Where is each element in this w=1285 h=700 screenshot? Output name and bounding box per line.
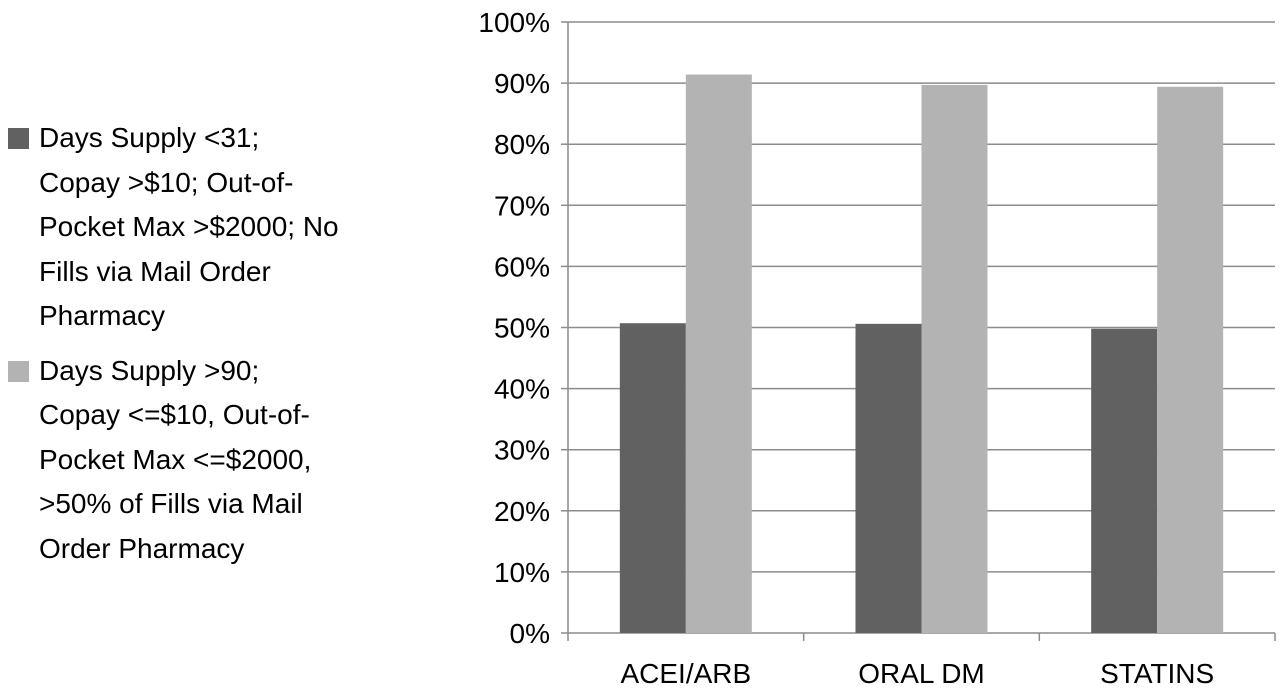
legend-item-series-1: Days Supply <31; Copay >$10; Out-of- Poc…: [8, 116, 408, 339]
x-tick-label: STATINS: [1100, 658, 1214, 689]
chart-legend: Days Supply <31; Copay >$10; Out-of- Poc…: [8, 116, 408, 581]
bar-series-2-acei-arb: [685, 74, 752, 633]
y-tick-label: 10%: [494, 557, 550, 588]
bar-series-2-oral-dm: [921, 84, 988, 634]
y-tick-label: 0%: [510, 618, 550, 649]
legend-item-series-2: Days Supply >90; Copay <=$10, Out-of- Po…: [8, 349, 408, 572]
y-tick-label: 90%: [494, 68, 550, 99]
y-tick-label: 30%: [494, 435, 550, 466]
y-tick-label: 70%: [494, 190, 550, 221]
legend-label-series-2: Days Supply >90; Copay <=$10, Out-of- Po…: [39, 354, 312, 564]
y-tick-label: 100%: [478, 7, 550, 38]
bar-series-2-statins: [1157, 86, 1224, 634]
y-tick-label: 20%: [494, 496, 550, 527]
x-tick-label: ORAL DM: [858, 658, 985, 689]
bar-series-1-oral-dm: [855, 323, 922, 633]
y-tick-label: 50%: [494, 313, 550, 344]
y-tick-label: 60%: [494, 251, 550, 282]
legend-swatch-series-1: [8, 128, 29, 149]
legend-label-series-1: Days Supply <31; Copay >$10; Out-of- Poc…: [39, 122, 339, 331]
y-tick-label: 80%: [494, 129, 550, 160]
x-tick-label: ACEI/ARB: [620, 658, 751, 689]
bar-series-1-statins: [1091, 328, 1158, 633]
bar-series-1-acei-arb: [619, 323, 686, 633]
y-tick-label: 40%: [494, 374, 550, 405]
legend-swatch-series-2: [8, 360, 29, 382]
